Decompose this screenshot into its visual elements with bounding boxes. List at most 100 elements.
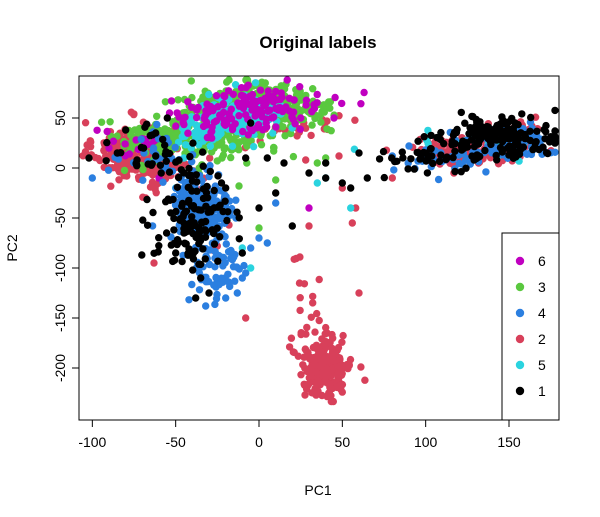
point-series-3-536 (272, 176, 280, 184)
point-series-1-279 (514, 140, 522, 149)
point-series-4-217 (222, 240, 230, 248)
point-series-4-249 (210, 281, 218, 289)
point-series-2-326 (297, 371, 305, 379)
point-series-4-263 (206, 246, 214, 254)
legend-label-5: 5 (538, 357, 546, 373)
point-series-4-428 (159, 178, 167, 186)
point-series-1-187 (469, 112, 477, 121)
point-series-3-521 (131, 126, 139, 134)
point-series-1-365 (255, 204, 263, 212)
point-series-1-91 (178, 257, 186, 266)
point-series-6-93 (240, 100, 249, 108)
point-series-5-194 (192, 121, 200, 129)
point-series-2-487 (322, 378, 330, 386)
point-series-1-29 (174, 173, 183, 182)
y-tick-label-4: -150 (52, 304, 68, 332)
point-series-6-61 (285, 94, 293, 103)
point-series-6-124 (192, 113, 201, 122)
point-series-2-505 (337, 385, 345, 393)
point-series-1-98 (155, 242, 163, 250)
point-series-1-381 (205, 289, 213, 297)
point-series-2-506 (345, 361, 353, 370)
point-series-5-229 (247, 264, 255, 272)
point-series-1-44 (167, 209, 175, 217)
point-series-2-404 (310, 353, 318, 362)
point-series-2-501 (312, 379, 320, 387)
point-series-1-119 (182, 240, 190, 248)
point-series-1-335 (214, 172, 222, 180)
point-series-1-34 (235, 214, 243, 222)
y-tick-label-1: 0 (52, 164, 68, 172)
point-series-1-88 (187, 171, 195, 180)
x-tick-label-0: -100 (78, 434, 106, 450)
point-series-2-741 (296, 294, 304, 302)
series-1 (85, 106, 559, 302)
point-series-4-445 (222, 294, 230, 302)
point-series-1-318 (428, 152, 436, 160)
point-series-2-761 (335, 152, 343, 160)
point-series-6-39 (285, 107, 294, 115)
point-series-2-736 (293, 132, 301, 140)
y-tick-label-0: 50 (52, 110, 68, 126)
point-series-6-102 (266, 106, 274, 114)
point-series-2-749 (292, 254, 300, 263)
point-series-1-92 (197, 206, 205, 214)
point-series-2-759 (355, 289, 363, 297)
point-series-1-66 (210, 186, 218, 195)
point-series-3-444 (326, 98, 335, 106)
point-series-6-114 (203, 100, 211, 108)
x-tick-label-1: -50 (166, 434, 186, 450)
point-series-6-129 (227, 115, 236, 123)
point-series-1-108 (178, 199, 187, 208)
point-series-3-110 (227, 153, 235, 162)
point-series-1-339 (165, 168, 174, 176)
point-series-6-34 (313, 90, 321, 99)
point-series-6-101 (262, 99, 270, 107)
point-series-4-231 (215, 280, 223, 289)
point-series-1-70 (188, 213, 196, 221)
point-series-1-287 (505, 145, 513, 153)
point-series-2-507 (330, 349, 338, 358)
point-series-1-351 (199, 162, 207, 170)
point-series-6-53 (272, 87, 280, 96)
point-series-1-225 (513, 133, 522, 141)
point-series-1-230 (453, 125, 461, 134)
point-series-1-271 (504, 134, 513, 142)
point-series-1-103 (199, 194, 208, 203)
point-series-1-268 (551, 127, 559, 135)
point-series-1-380 (197, 274, 205, 282)
point-series-2-757 (305, 222, 313, 230)
point-series-1-96 (155, 234, 163, 242)
point-series-1-8 (214, 257, 222, 265)
point-series-1-283 (502, 118, 510, 127)
point-series-1-319 (399, 154, 407, 162)
point-series-1-89 (138, 251, 146, 259)
point-series-1-95 (189, 255, 198, 263)
point-series-2-307 (120, 172, 128, 180)
point-series-2-227 (87, 138, 95, 146)
point-series-1-324 (422, 157, 430, 165)
point-series-4-266 (227, 247, 235, 256)
point-series-6-14 (331, 93, 339, 102)
point-series-4-449 (405, 142, 413, 150)
point-series-2-416 (287, 334, 296, 342)
point-series-1-69 (173, 240, 181, 249)
point-series-1-99 (154, 248, 162, 256)
point-series-1-354 (137, 143, 146, 152)
point-series-3-493 (258, 78, 266, 86)
point-series-1-310 (462, 164, 470, 172)
point-series-4-237 (195, 286, 204, 294)
point-series-1-350 (185, 164, 193, 173)
point-series-1-110 (143, 221, 152, 229)
point-series-4-421 (139, 176, 147, 184)
point-series-1-233 (493, 121, 501, 130)
point-series-6-106 (254, 121, 263, 129)
point-series-1-309 (407, 155, 415, 163)
point-series-2-763 (302, 156, 310, 164)
point-series-1-81 (198, 148, 207, 156)
point-series-3-173 (317, 118, 325, 126)
point-series-4-264 (221, 259, 229, 267)
point-series-6-131 (193, 106, 201, 114)
point-series-1-113 (223, 216, 231, 225)
point-series-1-115 (189, 249, 197, 257)
